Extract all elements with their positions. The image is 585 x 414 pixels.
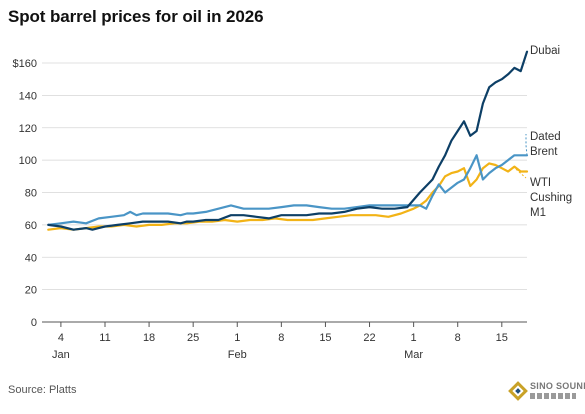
x-month-label: Jan [52, 349, 70, 361]
x-tick-label: 8 [455, 332, 461, 344]
watermark-sub-mark [530, 393, 576, 399]
x-tick-label: 15 [319, 332, 331, 344]
y-tick-label: 20 [25, 285, 37, 297]
x-tick-label: 25 [187, 332, 199, 344]
series-label-wti-cushing-m1: WTI Cushing M1 [530, 177, 572, 219]
y-tick-label: 80 [25, 188, 37, 200]
y-tick-label: 0 [31, 317, 37, 329]
x-axis-ticks: 4 Jan 11 18 25 1 Feb 8 15 22 1 Mar 8 15 [52, 322, 508, 361]
gridlines [42, 62, 527, 323]
chart-title: Spot barrel prices for oil in 2026 [8, 7, 264, 26]
x-month-label: Feb [228, 349, 247, 361]
series-lines [47, 50, 529, 231]
series-line-wti-cushing-m1 [47, 162, 529, 231]
y-tick-label: 140 [19, 90, 37, 102]
series-label-dubai: Dubai [530, 45, 560, 57]
x-tick-label: 1 [411, 332, 417, 344]
label-connector [525, 134, 528, 156]
y-tick-label: $160 [13, 58, 37, 70]
series-line-dubai [47, 50, 529, 231]
x-tick-label: 15 [496, 332, 508, 344]
series-line-dated-brent [47, 154, 529, 226]
y-tick-label: 120 [19, 123, 37, 135]
y-tick-label: 100 [19, 155, 37, 167]
x-tick-label: 4 [58, 332, 64, 344]
watermark-text: SINO SOUND [530, 381, 585, 391]
series-labels: Dubai Dated Brent WTI Cushing M1 [512, 45, 572, 219]
series-label-dated-brent: Dated Brent [530, 131, 561, 158]
watermark-logo-icon [508, 381, 528, 401]
label-connector [512, 166, 527, 179]
y-tick-label: 60 [25, 220, 37, 232]
y-axis-ticks: 0 20 40 60 80 100 120 140 $160 [13, 58, 37, 329]
x-tick-label: 11 [99, 332, 110, 344]
x-tick-label: 8 [278, 332, 284, 344]
x-tick-label: 1 [234, 332, 240, 344]
watermark: SINO SOUND [508, 377, 585, 407]
source-note: Source: Platts [8, 384, 77, 396]
x-tick-label: 18 [143, 332, 155, 344]
x-tick-label: 22 [363, 332, 375, 344]
y-tick-label: 40 [25, 252, 37, 264]
x-month-label: Mar [404, 349, 423, 361]
